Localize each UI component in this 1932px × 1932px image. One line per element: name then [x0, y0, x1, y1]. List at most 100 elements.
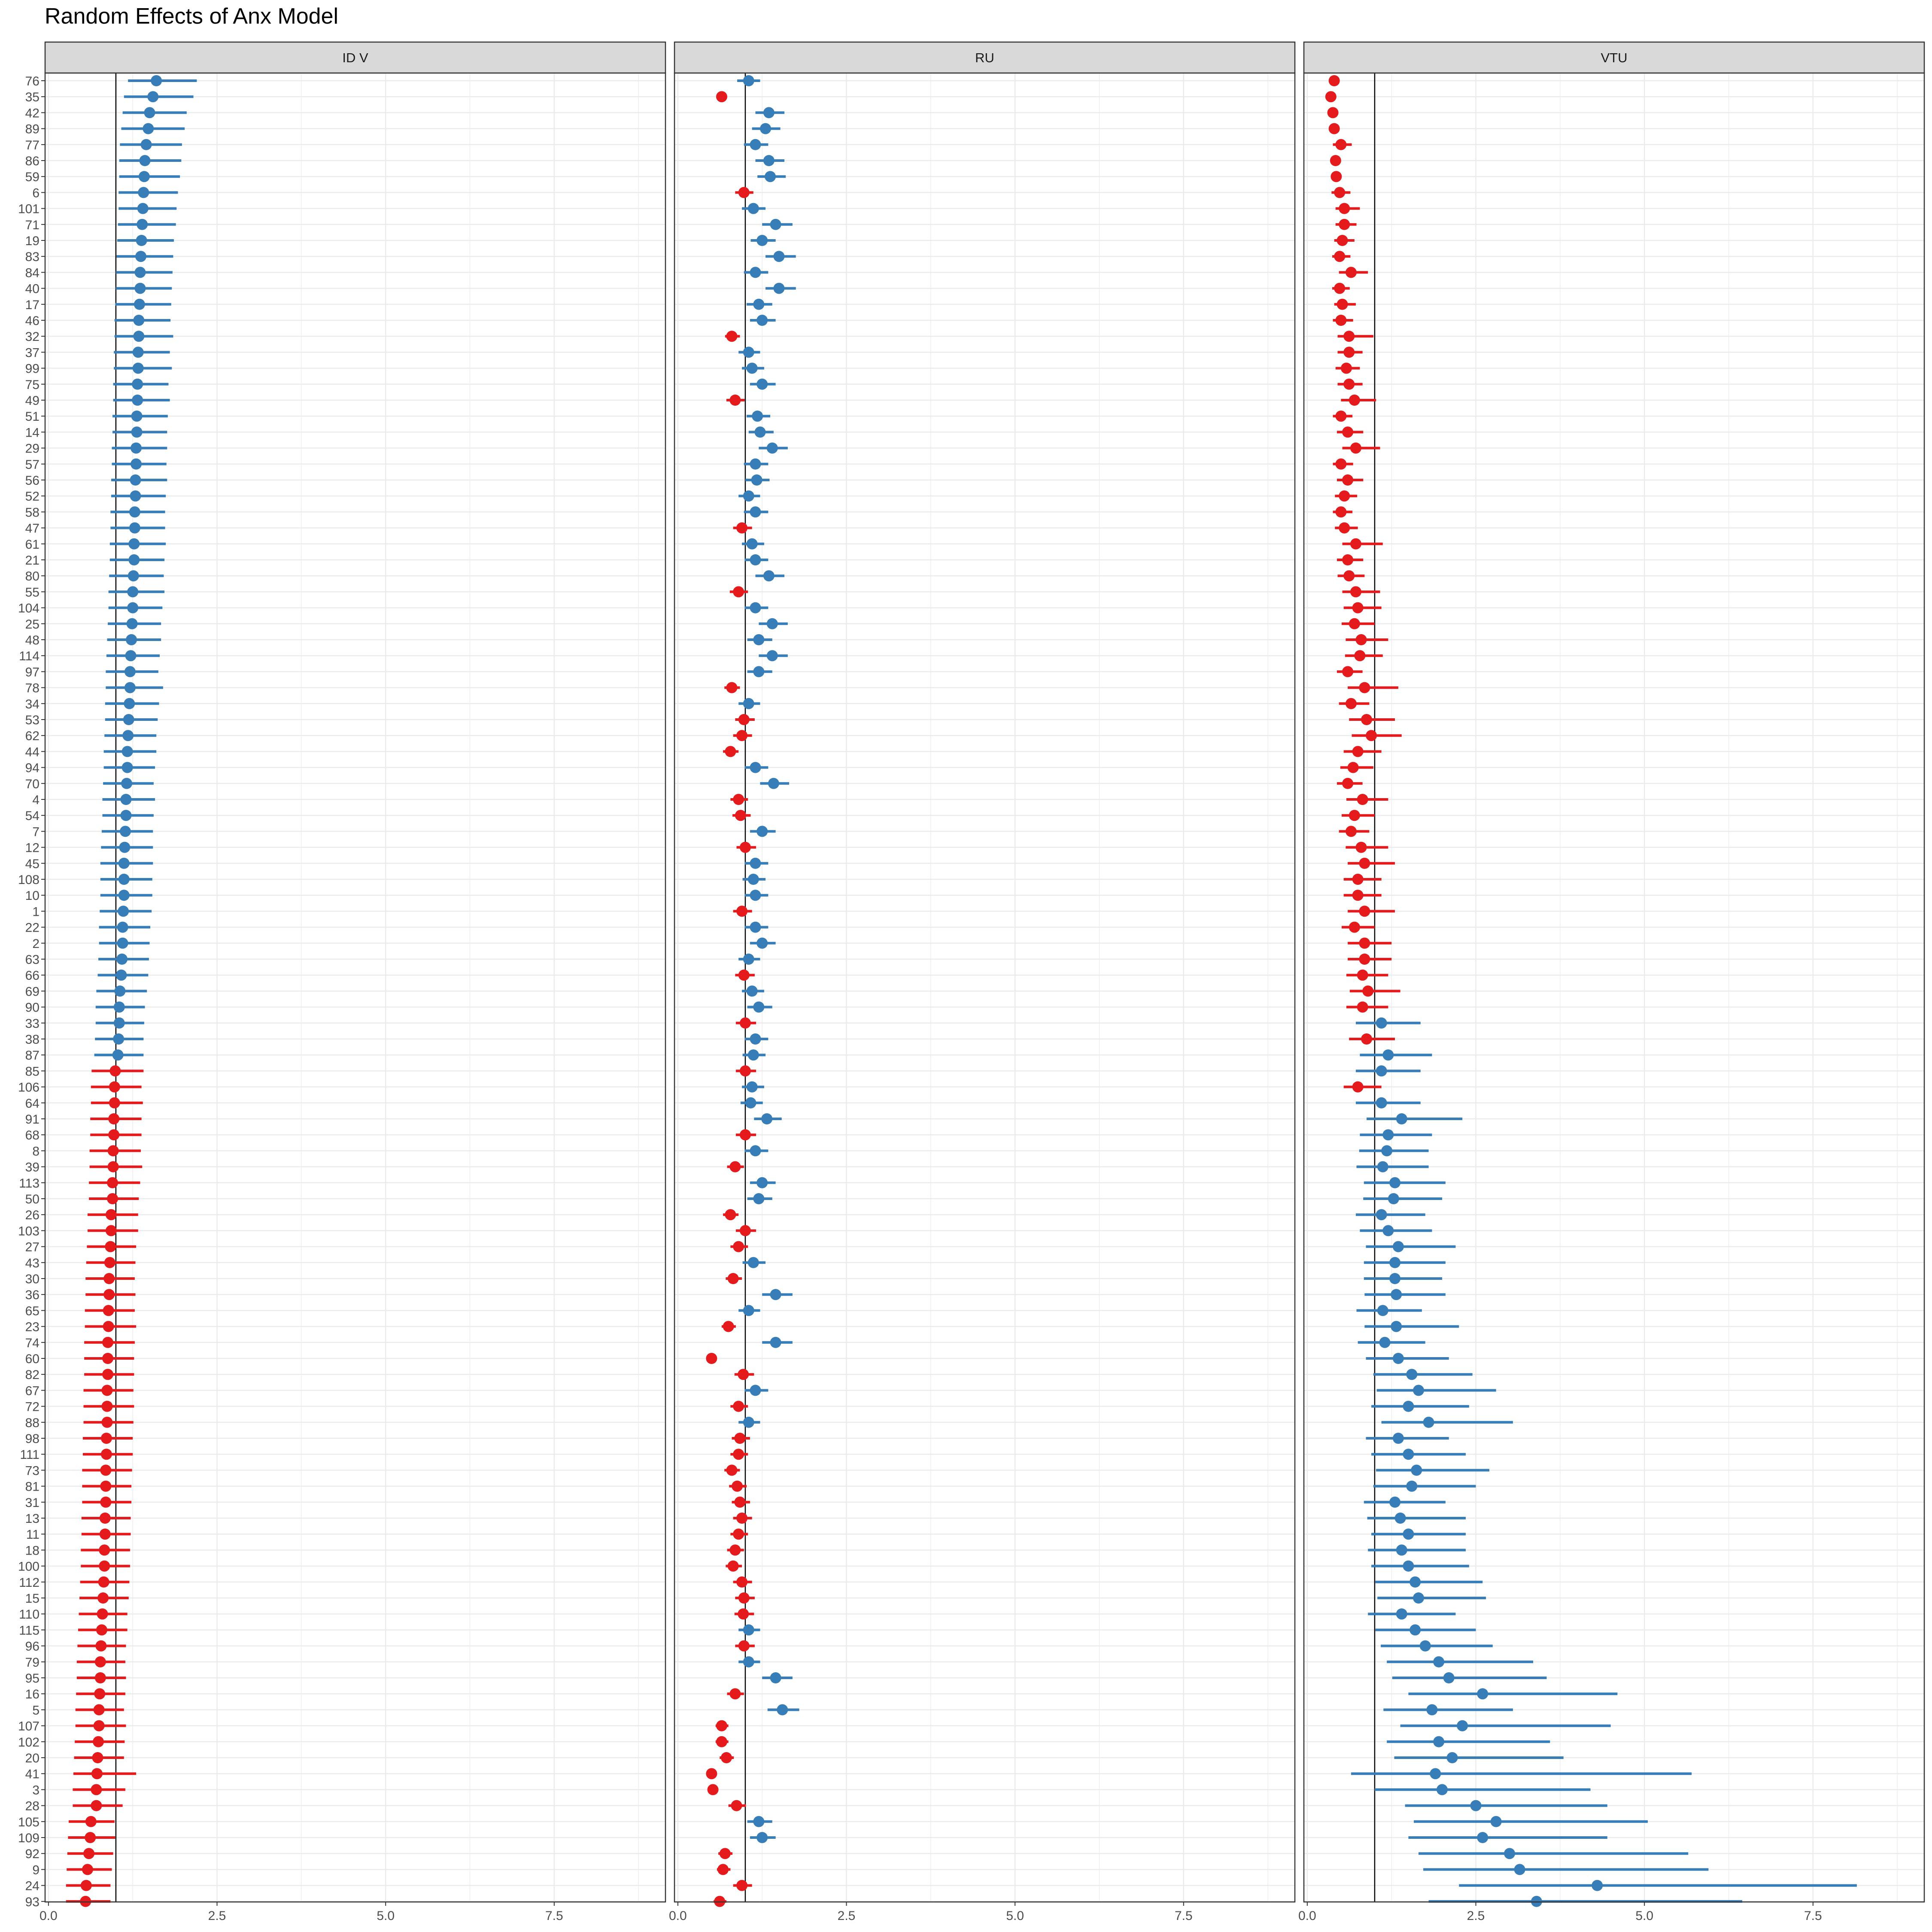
point-estimate: [1376, 1209, 1387, 1221]
y-tick-label: 115: [19, 1623, 39, 1637]
y-tick-label: 101: [18, 202, 39, 216]
point-estimate: [127, 602, 139, 614]
point-estimate: [745, 1097, 756, 1109]
point-estimate: [1339, 219, 1350, 230]
point-estimate: [133, 315, 145, 326]
y-tick-label: 67: [25, 1384, 39, 1398]
point-estimate: [1379, 1337, 1391, 1348]
point-estimate: [1382, 1129, 1394, 1141]
point-estimate: [765, 171, 776, 182]
x-tick-label: 0.0: [1298, 1909, 1316, 1923]
point-estimate: [1436, 1784, 1448, 1795]
point-estimate: [1339, 522, 1350, 534]
point-estimate: [1357, 1001, 1368, 1013]
point-estimate: [727, 1273, 739, 1284]
point-estimate: [130, 490, 141, 502]
point-estimate: [107, 1193, 118, 1204]
point-estimate: [1490, 1816, 1502, 1827]
point-estimate: [122, 762, 133, 773]
point-estimate: [706, 1353, 717, 1364]
point-estimate: [750, 1385, 761, 1396]
point-estimate: [736, 1576, 748, 1588]
point-estimate: [750, 554, 761, 565]
point-estimate: [1339, 203, 1350, 214]
y-tick-label: 40: [25, 282, 39, 296]
y-tick-label: 98: [25, 1432, 39, 1446]
y-tick-label: 93: [25, 1895, 39, 1909]
point-estimate: [773, 251, 785, 262]
point-estimate: [91, 1800, 102, 1811]
point-estimate: [750, 602, 761, 614]
point-estimate: [733, 586, 744, 598]
y-tick-label: 30: [25, 1272, 39, 1286]
y-tick-label: 112: [19, 1576, 39, 1590]
point-estimate: [1339, 490, 1350, 502]
point-estimate: [1446, 1752, 1458, 1763]
point-estimate: [129, 506, 140, 518]
point-estimate: [124, 682, 136, 693]
point-estimate: [754, 426, 766, 438]
point-estimate: [733, 1528, 744, 1540]
point-estimate: [738, 714, 750, 725]
point-estimate: [1357, 794, 1368, 805]
point-estimate: [138, 171, 150, 182]
point-estimate: [753, 1001, 765, 1013]
y-tick-label: 12: [25, 841, 39, 855]
point-estimate: [1361, 1033, 1373, 1045]
point-estimate: [1345, 267, 1357, 278]
point-estimate: [738, 1640, 750, 1652]
point-estimate: [1345, 826, 1357, 837]
point-estimate: [725, 1209, 736, 1221]
y-tick-label: 46: [25, 314, 39, 328]
point-estimate: [1342, 474, 1354, 486]
point-estimate: [102, 1369, 114, 1380]
point-estimate: [773, 283, 785, 294]
y-tick-label: 31: [25, 1496, 39, 1510]
point-estimate: [123, 714, 134, 725]
point-estimate: [1328, 123, 1340, 134]
y-tick-label: 87: [25, 1048, 39, 1063]
y-tick-label: 32: [25, 330, 39, 344]
point-estimate: [1396, 1113, 1407, 1124]
point-estimate: [746, 1081, 758, 1093]
point-estimate: [1382, 1049, 1394, 1061]
point-estimate: [753, 1193, 765, 1204]
point-estimate: [750, 267, 761, 278]
point-estimate: [1443, 1672, 1455, 1683]
point-estimate: [1406, 1369, 1418, 1380]
point-estimate: [101, 1400, 113, 1412]
y-tick-label: 111: [20, 1448, 39, 1462]
facet-strip-label: ID V: [342, 50, 368, 65]
point-estimate: [1352, 1081, 1364, 1093]
point-estimate: [750, 1145, 761, 1157]
y-tick-label: 63: [25, 953, 39, 967]
point-estimate: [124, 666, 136, 677]
point-estimate: [97, 1608, 108, 1620]
point-estimate: [1410, 1624, 1421, 1636]
point-estimate: [101, 1385, 113, 1396]
point-estimate: [1335, 410, 1347, 422]
point-estimate: [91, 1784, 102, 1795]
y-tick-label: 5: [32, 1703, 39, 1717]
point-estimate: [731, 1800, 742, 1811]
y-tick-label: 7: [32, 825, 39, 839]
point-estimate: [134, 298, 145, 310]
point-estimate: [1335, 315, 1347, 326]
point-estimate: [114, 985, 126, 997]
point-estimate: [118, 905, 129, 917]
point-estimate: [736, 905, 748, 917]
point-estimate: [750, 857, 761, 869]
y-tick-label: 28: [25, 1799, 39, 1814]
point-estimate: [739, 1017, 751, 1029]
point-estimate: [1337, 298, 1348, 310]
point-estimate: [1345, 698, 1357, 709]
y-tick-label: 72: [25, 1400, 39, 1414]
point-estimate: [743, 954, 754, 965]
y-tick-label: 100: [18, 1560, 39, 1574]
point-estimate: [750, 506, 761, 518]
point-estimate: [1403, 1449, 1414, 1460]
point-estimate: [1376, 1065, 1387, 1077]
point-estimate: [763, 155, 775, 166]
x-tick-label: 0.0: [669, 1909, 687, 1923]
y-tick-label: 56: [25, 474, 39, 488]
